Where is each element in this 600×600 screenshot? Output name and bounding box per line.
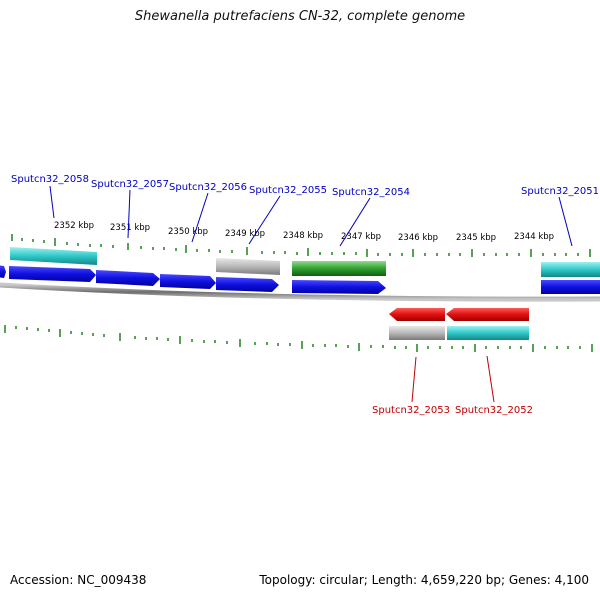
upper-ruler-minor-ticks	[21, 238, 579, 256]
gene-label-forward[interactable]: Sputcn32_2054	[332, 187, 410, 198]
feature-bar-cyan[interactable]	[10, 247, 97, 265]
forward-strand-features	[10, 247, 600, 277]
reverse-strand-features	[389, 326, 529, 340]
gene-arrow-forward[interactable]	[216, 277, 279, 292]
forward-gene-labels: Sputcn32_2058 Sputcn32_2057 Sputcn32_205…	[11, 174, 599, 198]
upper-ruler-major-ticks	[11, 234, 591, 257]
gene-label-forward[interactable]: Sputcn32_2057	[91, 179, 169, 190]
feature-bar-gray[interactable]	[389, 326, 445, 340]
reverse-label-leaders	[411, 355, 495, 403]
scale-label: 2351 kbp	[110, 223, 150, 233]
forward-label-leaders	[49, 185, 573, 247]
feature-bar-cyan[interactable]	[541, 262, 600, 277]
lower-ruler-major-ticks	[4, 325, 593, 352]
gene-arrow-forward[interactable]	[160, 274, 216, 289]
scale-label: 2349 kbp	[225, 229, 265, 239]
accession-text: Accession: NC_009438	[10, 573, 147, 587]
reverse-gene-labels: Sputcn32_2053 Sputcn32_2052	[372, 405, 533, 416]
gene-arrow-reverse[interactable]	[389, 308, 445, 321]
forward-strand-genes	[0, 265, 600, 294]
feature-bar-cyan[interactable]	[447, 326, 529, 340]
gene-label-forward[interactable]: Sputcn32_2058	[11, 174, 89, 185]
lower-ruler-minor-ticks	[15, 326, 581, 349]
gene-arrow-forward[interactable]	[9, 266, 96, 282]
reverse-strand-genes	[389, 308, 529, 321]
gene-arrow-forward[interactable]	[0, 265, 6, 278]
feature-bar-gray[interactable]	[216, 258, 280, 275]
scale-label: 2346 kbp	[398, 233, 438, 243]
scale-label: 2345 kbp	[456, 233, 496, 243]
gene-arrow-reverse[interactable]	[446, 308, 529, 321]
feature-bar-green[interactable]	[292, 261, 386, 276]
gene-arrow-forward[interactable]	[96, 270, 160, 286]
gene-label-reverse[interactable]: Sputcn32_2052	[455, 405, 533, 416]
scale-label: 2344 kbp	[514, 232, 554, 242]
gene-arrow-forward[interactable]	[292, 280, 386, 294]
scale-label: 2350 kbp	[168, 227, 208, 237]
scale-label: 2348 kbp	[283, 231, 323, 241]
gene-label-forward[interactable]: Sputcn32_2055	[249, 185, 327, 196]
gene-label-forward[interactable]: Sputcn32_2056	[169, 182, 247, 193]
gene-label-reverse[interactable]: Sputcn32_2053	[372, 405, 450, 416]
scale-label: 2352 kbp	[54, 221, 94, 231]
genome-backbone	[0, 282, 600, 302]
scale-labels: 2352 kbp 2351 kbp 2350 kbp 2349 kbp 2348…	[54, 221, 554, 243]
lower-ruler	[4, 325, 593, 352]
genome-summary-text: Topology: circular; Length: 4,659,220 bp…	[259, 573, 589, 587]
scale-label: 2347 kbp	[341, 232, 381, 242]
map-title: Shewanella putrefaciens CN-32, complete …	[134, 9, 466, 24]
upper-ruler	[11, 234, 591, 257]
gene-arrow-forward[interactable]	[541, 280, 600, 294]
gene-label-forward[interactable]: Sputcn32_2051	[521, 186, 599, 197]
